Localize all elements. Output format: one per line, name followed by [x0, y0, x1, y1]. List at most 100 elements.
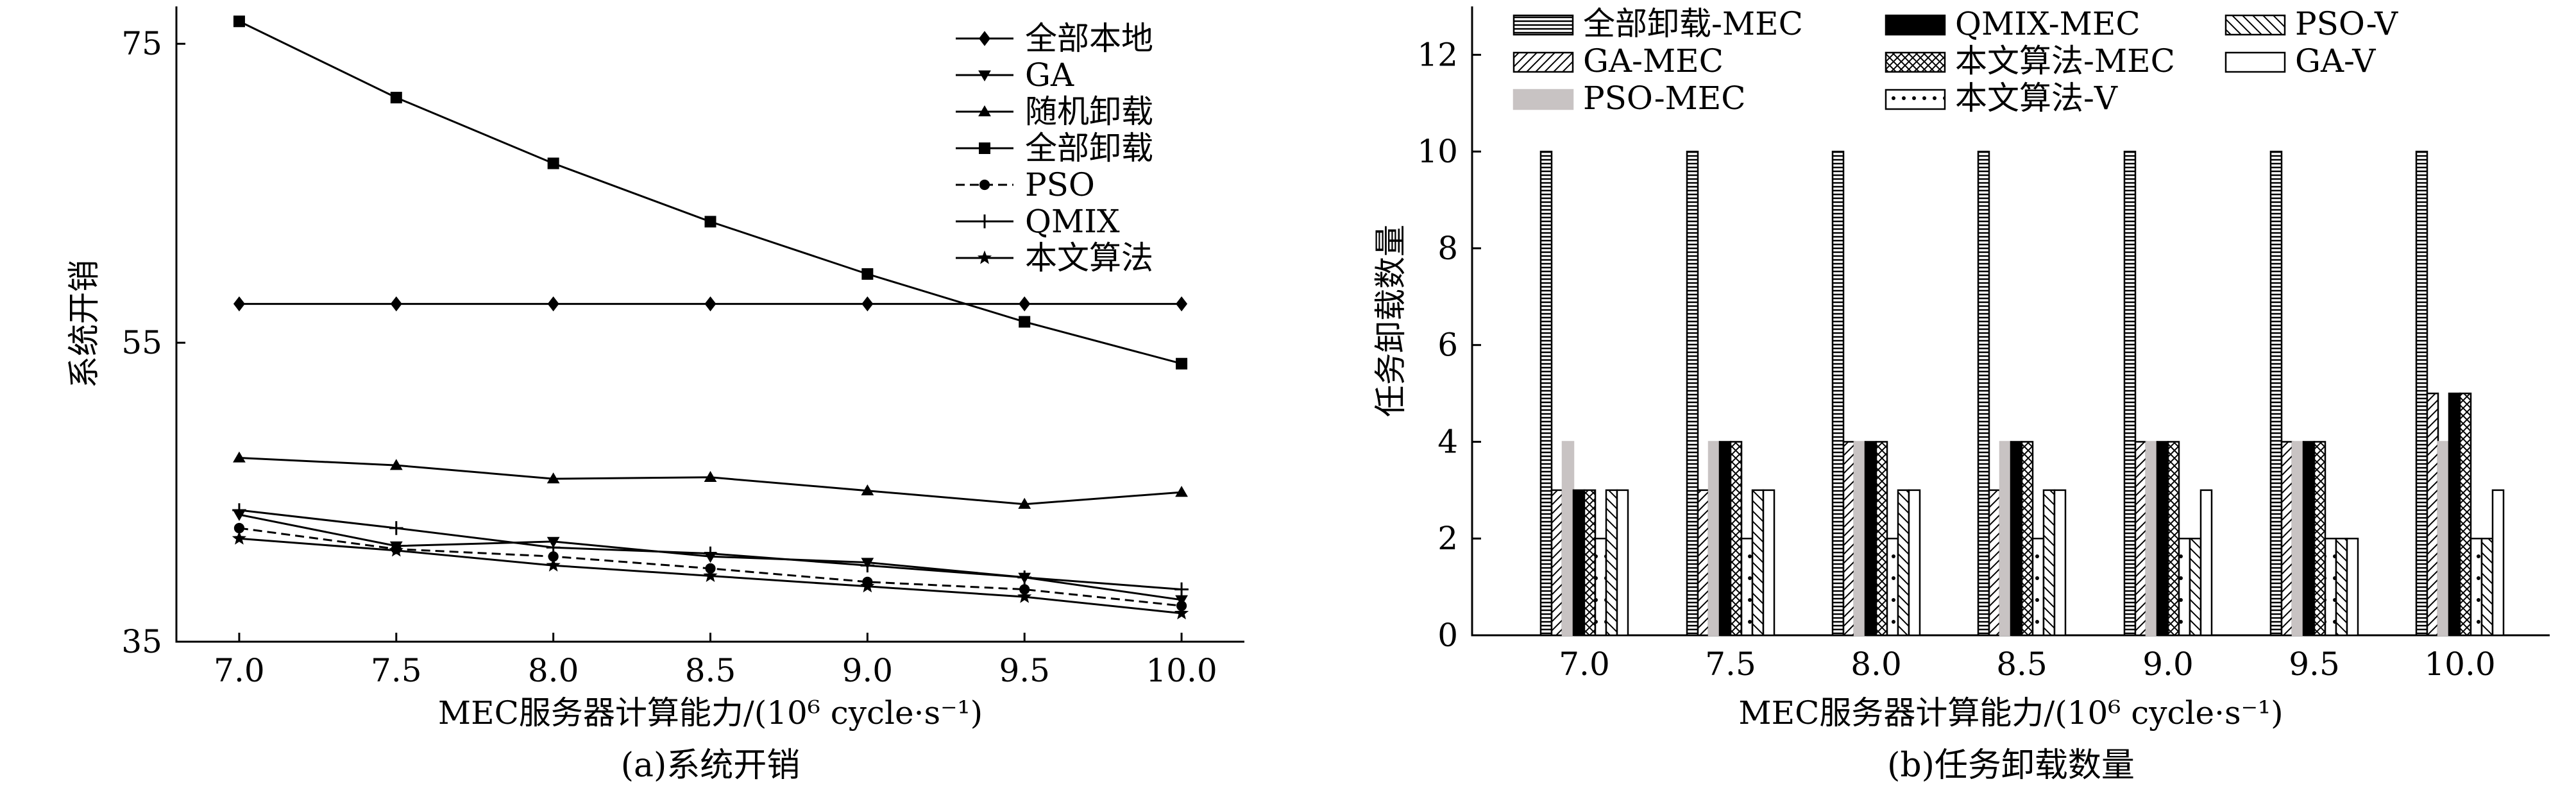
legend-label: PSO-MEC: [1583, 80, 1746, 117]
legend-label: GA-V: [2295, 42, 2376, 80]
y-tick-label: 35: [121, 623, 162, 660]
legend-swatch: [1513, 89, 1574, 110]
data-point: [547, 157, 559, 169]
legend-swatch: [1885, 51, 1946, 73]
bar: [1988, 489, 2001, 637]
legend-label: 本文算法-V: [1955, 80, 2118, 117]
bar: [1842, 441, 1856, 637]
x-tick-label: 9.0: [2142, 646, 2194, 683]
bar: [1616, 489, 1629, 637]
bar: [1718, 441, 1732, 637]
bar: [1550, 489, 1564, 637]
bar: [2010, 441, 2023, 637]
series-square: [233, 15, 1188, 370]
legend-marker: [979, 31, 990, 46]
bar: [1729, 441, 1743, 637]
data-point: [703, 546, 718, 561]
data-point: [390, 296, 402, 312]
bar: [1831, 150, 1845, 637]
data-point: [389, 543, 403, 557]
legend-marker: [977, 250, 992, 264]
y-tick-label: 6: [1437, 327, 1458, 364]
bar: [1886, 537, 1899, 637]
bar: [2156, 441, 2169, 637]
y-axis-label: 任务卸载数量: [1372, 225, 1409, 417]
data-point: [1017, 589, 1032, 603]
bar: [1875, 441, 1888, 637]
bar: [1762, 489, 1775, 637]
data-point: [233, 15, 245, 28]
data-point: [232, 503, 246, 517]
bar: [1697, 489, 1710, 637]
y-tick-label: 4: [1437, 423, 1458, 460]
data-point: [703, 568, 718, 582]
bar: [2269, 150, 2283, 637]
data-point: [389, 459, 403, 470]
x-axis-label: MEC服务器计算能力/(10⁶ cycle·s⁻¹): [1738, 694, 2283, 732]
data-point: [233, 296, 245, 312]
x-tick-label: 8.0: [1851, 646, 1902, 683]
x-tick-label: 7.5: [371, 652, 422, 689]
bar: [1908, 489, 1921, 637]
bar: [2167, 441, 2180, 637]
x-tick-label: 8.5: [1996, 646, 2047, 683]
data-point: [232, 531, 247, 545]
data-point: [1175, 486, 1188, 497]
x-tick-label: 10.0: [1146, 652, 1217, 689]
caption-b: (b)任务卸载数量: [1887, 746, 2135, 785]
data-point: [704, 216, 716, 228]
data-point: [233, 451, 246, 463]
legend-label: QMIX-MEC: [1955, 5, 2140, 42]
bar: [2313, 441, 2326, 637]
bar: [2021, 441, 2034, 637]
data-point: [546, 540, 561, 555]
legend-marker: [978, 214, 992, 228]
bar: [2448, 392, 2461, 637]
data-point: [390, 92, 402, 104]
series-cross: [1583, 392, 2472, 637]
legend-label: GA: [1025, 56, 1074, 94]
bar: [2123, 150, 2137, 637]
legend-marker: [978, 105, 991, 117]
legend-swatch: [1885, 89, 1946, 110]
y-tick-label: 55: [121, 324, 162, 361]
bar: [2426, 392, 2439, 637]
bar: [2291, 441, 2305, 637]
data-point: [1176, 600, 1187, 612]
data-point: [861, 484, 874, 495]
data-point: [389, 521, 403, 535]
y-tick-label: 8: [1437, 230, 1458, 267]
legend-label: GA-MEC: [1583, 42, 1724, 80]
bar: [1999, 441, 2012, 637]
bar: [2415, 150, 2428, 637]
x-tick-label: 9.5: [2289, 646, 2340, 683]
bar: [1977, 150, 1990, 637]
legend-label: PSO: [1025, 166, 1095, 203]
x-tick-label: 9.5: [999, 652, 1050, 689]
bar: [2178, 537, 2191, 637]
data-point: [704, 296, 716, 312]
bar: [2470, 537, 2483, 637]
bar: [1605, 489, 1618, 637]
bar: [1740, 537, 1754, 637]
series-plus: [232, 503, 1189, 597]
data-point: [1176, 296, 1188, 312]
bar: [2459, 392, 2472, 637]
x-tick-label: 9.0: [842, 652, 894, 689]
bar: [1583, 489, 1597, 637]
legend-label: 本文算法: [1025, 239, 1153, 277]
data-point: [548, 551, 559, 562]
legend-marker: [979, 142, 990, 154]
legend-swatch: [1885, 14, 1946, 36]
data-point: [1174, 606, 1189, 620]
data-point: [233, 522, 245, 534]
bar: [2053, 489, 2067, 637]
bar: [2145, 441, 2158, 637]
x-tick-label: 7.0: [1559, 646, 1610, 683]
bar: [1853, 441, 1867, 637]
bar: [2199, 489, 2213, 637]
y-tick-label: 2: [1437, 520, 1458, 557]
data-point: [860, 558, 875, 572]
data-point: [547, 296, 559, 312]
